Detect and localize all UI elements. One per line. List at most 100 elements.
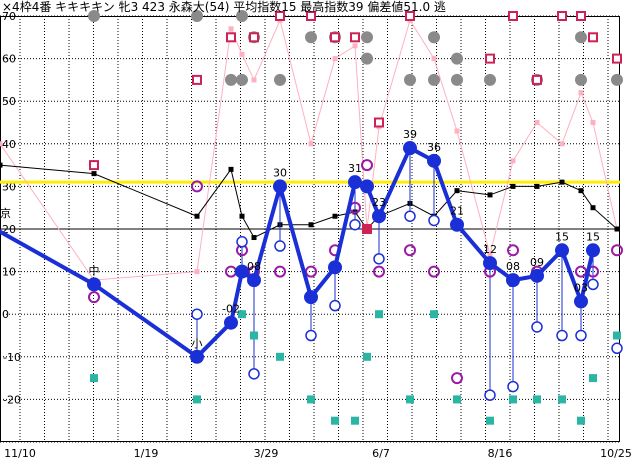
main-series — [0, 141, 600, 364]
main-point — [328, 260, 342, 275]
x-tick-label: 11/10 — [4, 447, 36, 460]
gray-dot — [305, 31, 317, 44]
x-tick-label: 8/16 — [488, 447, 513, 460]
data-label: 21 — [450, 205, 464, 218]
gray-dot — [451, 52, 463, 65]
main-point — [483, 256, 497, 271]
blue-circle — [507, 380, 519, 393]
red-square — [485, 53, 495, 64]
blue-circle — [274, 240, 286, 252]
main-point — [427, 153, 441, 168]
pink-point — [590, 120, 596, 125]
blue-circle — [556, 329, 568, 342]
blue-circle — [248, 368, 260, 380]
data-label: 39 — [403, 128, 417, 141]
pink-series — [0, 17, 620, 283]
red-square — [89, 160, 99, 171]
black-point — [332, 213, 338, 219]
purple-circle — [305, 265, 317, 278]
gray-dot — [274, 73, 286, 86]
red-square — [612, 53, 622, 64]
pink-point — [534, 120, 540, 125]
blue-circle — [191, 308, 203, 320]
y-tick-label: 10 — [2, 266, 16, 279]
purple-circle — [575, 265, 587, 278]
blue-circle — [329, 299, 341, 312]
y-tick-label: 40 — [2, 138, 16, 151]
teal-square — [238, 310, 246, 319]
main-point — [372, 209, 386, 224]
gray-dot — [575, 73, 587, 86]
gray-dot — [236, 73, 248, 86]
purple-circle — [373, 265, 385, 278]
y-tick-label: 70 — [2, 10, 16, 23]
teal-square — [558, 395, 566, 404]
teal-square — [331, 416, 339, 425]
red-square — [226, 32, 236, 43]
gray-dot — [88, 10, 100, 22]
data-label: 中 — [89, 264, 100, 277]
teal-square — [533, 395, 541, 404]
main-point — [555, 243, 569, 258]
pink-point — [332, 56, 338, 62]
teal-square — [486, 416, 494, 425]
teal-square — [406, 395, 414, 404]
data-label: 36 — [427, 141, 441, 154]
red-square — [374, 117, 384, 128]
main-point — [304, 290, 318, 305]
black-point — [534, 183, 540, 189]
blue-circle — [587, 278, 599, 291]
teal-square — [589, 374, 597, 383]
blue-circle — [373, 253, 385, 265]
black-point — [228, 166, 234, 172]
data-label: 15 — [586, 230, 600, 243]
main-point — [574, 294, 588, 309]
x-axis-tick-labels: 11/10 1/19 3/29 6/7 8/16 10/25 — [4, 447, 632, 460]
black-point — [454, 188, 460, 194]
purple-circle — [611, 244, 623, 257]
data-label: 小 — [192, 337, 203, 350]
purple-circle — [191, 180, 203, 193]
y-tick-label: 50 — [2, 95, 16, 108]
red-square — [350, 32, 360, 43]
main-point — [360, 179, 374, 194]
data-label: 08 — [506, 260, 520, 273]
y-tick-label: -10 — [3, 351, 21, 364]
main-point — [235, 264, 249, 279]
pink-point — [578, 90, 584, 96]
red-square — [532, 74, 542, 85]
purple-circle — [428, 265, 440, 278]
blue-circle — [404, 210, 416, 222]
gray-dot — [428, 73, 440, 86]
gray-dot — [361, 52, 373, 65]
data-label: 31 — [348, 162, 362, 175]
data-label: 09 — [530, 256, 544, 269]
red-square — [557, 11, 567, 21]
gray-dot — [225, 73, 237, 86]
black-line — [0, 164, 618, 239]
purple-circle — [507, 244, 519, 257]
teal-square — [250, 331, 258, 340]
teal-square — [430, 310, 438, 319]
y-tick-label: 30 — [2, 180, 16, 193]
blue-circle — [428, 214, 440, 227]
main-point — [506, 273, 520, 288]
blue-circle — [236, 236, 248, 248]
red-square — [508, 11, 518, 21]
black-series — [0, 162, 620, 241]
black-point — [510, 183, 516, 189]
black-point — [614, 226, 620, 232]
gray-dot — [191, 10, 203, 22]
red-square — [306, 11, 316, 21]
data-label: 23 — [372, 196, 386, 209]
data-label: 15 — [555, 230, 569, 243]
red-square — [275, 11, 285, 21]
teal-square — [193, 395, 201, 404]
main-point — [273, 179, 287, 194]
purple-circle — [274, 265, 286, 278]
gray-dot — [575, 31, 587, 44]
main-point — [348, 175, 362, 190]
red-square — [330, 32, 340, 43]
teal-square — [577, 416, 585, 425]
data-label: 03 — [574, 281, 588, 294]
